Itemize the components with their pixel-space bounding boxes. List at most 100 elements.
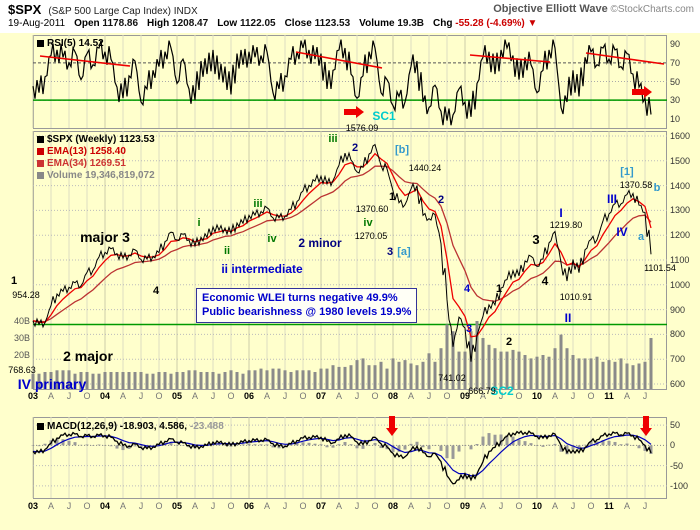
macd-axis-tick: 50 <box>670 420 681 430</box>
red-arrows <box>344 86 652 436</box>
wave-label: 1576.09 <box>345 123 379 133</box>
price-axis-tick: 700 <box>670 354 686 364</box>
wave-label: IV <box>616 225 628 239</box>
wave-label: 3 <box>465 323 473 335</box>
wave-label: iv <box>363 217 373 229</box>
x-axis-tick: 06 <box>243 391 255 401</box>
wave-label: 2 <box>505 336 513 348</box>
price-axis-tick: 1200 <box>670 230 691 240</box>
price-axis-tick: 600 <box>670 379 686 389</box>
rsi-swatch-icon <box>37 40 44 47</box>
ema-lines <box>32 152 652 338</box>
quote-value: 1208.47 <box>169 18 209 29</box>
x-axis-tick: O <box>515 501 523 511</box>
attribution: Objective Elliott Wave <box>493 3 608 15</box>
x-axis-tick: J <box>66 391 72 401</box>
rsi-trendlines <box>39 51 665 69</box>
quote-value: 19.3B <box>394 18 425 29</box>
quote-value: -55.28 (-4.69%) <box>452 18 525 29</box>
price-legend-item: Volume 19,346,819,072 <box>37 170 155 181</box>
x-axis-tick: J <box>282 501 288 511</box>
x-axis-tick: J <box>66 501 72 511</box>
rsi-axis-tick: 50 <box>670 77 681 87</box>
x-axis-tick: A <box>407 501 415 511</box>
quote-value: 1123.53 <box>311 18 351 29</box>
quote-label: Open <box>74 18 100 29</box>
wave-label: 666.79 <box>468 386 496 396</box>
quote-label: High <box>147 18 170 29</box>
x-axis-tick: 08 <box>387 391 399 401</box>
rsi-label: RSI(5) 14.52 <box>47 38 104 49</box>
rsi-axis-tick: 30 <box>670 95 681 105</box>
macd-swatch-icon <box>37 423 44 430</box>
wave-label: I <box>559 206 563 220</box>
x-axis-tick: A <box>623 501 631 511</box>
volume-bars <box>31 321 653 389</box>
wave-label: SC1 <box>372 109 396 123</box>
note-line-1: Economic WLEI turns negative 49.9% <box>202 292 398 304</box>
wave-label: 954.28 <box>12 290 40 300</box>
rsi-axis-tick: 70 <box>670 58 681 68</box>
x-axis-tick: 08 <box>387 501 399 511</box>
symbol: $SPX <box>8 2 42 17</box>
rsi-axis-tick: 10 <box>670 114 681 124</box>
legend-text: EMA(34) 1269.51 <box>47 158 126 169</box>
x-axis-tick: J <box>426 501 432 511</box>
wave-label: 4 <box>541 274 549 288</box>
x-axis-tick: 10 <box>531 391 543 401</box>
x-axis-tick: J <box>642 501 648 511</box>
legend-swatch-icon <box>37 136 44 143</box>
x-axis-tick: J <box>138 501 144 511</box>
wave-label: 2 <box>437 194 445 206</box>
wave-label: 1 <box>495 283 503 295</box>
rsi-series <box>32 39 652 126</box>
wave-label: 1101.54 <box>644 263 676 273</box>
volume-axis-tick: 30B <box>13 333 30 343</box>
legend-text: EMA(13) 1258.40 <box>47 146 126 157</box>
wave-label: 2 major <box>63 348 113 364</box>
x-axis-tick: 07 <box>315 391 327 401</box>
wave-label: 2 <box>351 142 359 154</box>
x-axis-tick: 11 <box>604 391 614 401</box>
wave-label: iv <box>267 233 277 245</box>
macd-axis-tick: -100 <box>670 481 689 491</box>
x-axis-tick: 07 <box>315 501 327 511</box>
wave-label: 3 <box>532 232 540 247</box>
quote-label: Close <box>284 18 312 29</box>
x-axis-tick: J <box>570 391 576 401</box>
wave-label: IV primary <box>17 376 87 392</box>
x-axis-tick: A <box>119 391 127 401</box>
quote-strip: Open 1178.86 High 1208.47 Low 1122.05 Close… <box>65 18 537 29</box>
x-axis-tick: J <box>354 391 360 401</box>
wave-label: 4 <box>463 283 471 295</box>
x-axis-tick: O <box>155 501 163 511</box>
legend-text: $SPX (Weekly) 1123.53 <box>47 134 155 145</box>
quote-label: Chg <box>433 18 453 29</box>
wave-label: 1370.58 <box>619 180 653 190</box>
wave-label: 1370.60 <box>355 204 389 214</box>
x-axis-tick: A <box>551 501 559 511</box>
x-axis-tick: A <box>119 501 127 511</box>
title-row: $SPX (S&P 500 Large Cap Index) INDX <box>8 2 198 17</box>
x-axis-tick: A <box>335 391 343 401</box>
price-axis-tick: 800 <box>670 329 686 339</box>
macd-axis-tick: 0 <box>670 440 676 450</box>
quote-value: 1178.86 <box>99 18 139 29</box>
macd-label: MACD(12,26,9) -18.903, 4.586, <box>47 421 188 432</box>
note-line-2: Public bearishness @ 1980 levels 19.9% <box>202 306 412 319</box>
symbol-description: (S&P 500 Large Cap Index) INDX <box>48 6 198 17</box>
quote-value: 1122.05 <box>237 18 276 29</box>
x-axis-tick: J <box>354 501 360 511</box>
x-axis-tick: A <box>551 391 559 401</box>
x-axis-tick: A <box>47 391 55 401</box>
wave-label: [b] <box>394 144 410 156</box>
x-axis-tick: A <box>479 391 487 401</box>
x-axis-tick: O <box>227 391 235 401</box>
wave-label: 1 <box>10 275 18 287</box>
price-axis-tick: 900 <box>670 305 686 315</box>
price-axis-tick: 1500 <box>670 156 691 166</box>
rsi-legend: RSI(5) 14.52 <box>37 38 104 49</box>
wave-label: a <box>637 231 645 243</box>
